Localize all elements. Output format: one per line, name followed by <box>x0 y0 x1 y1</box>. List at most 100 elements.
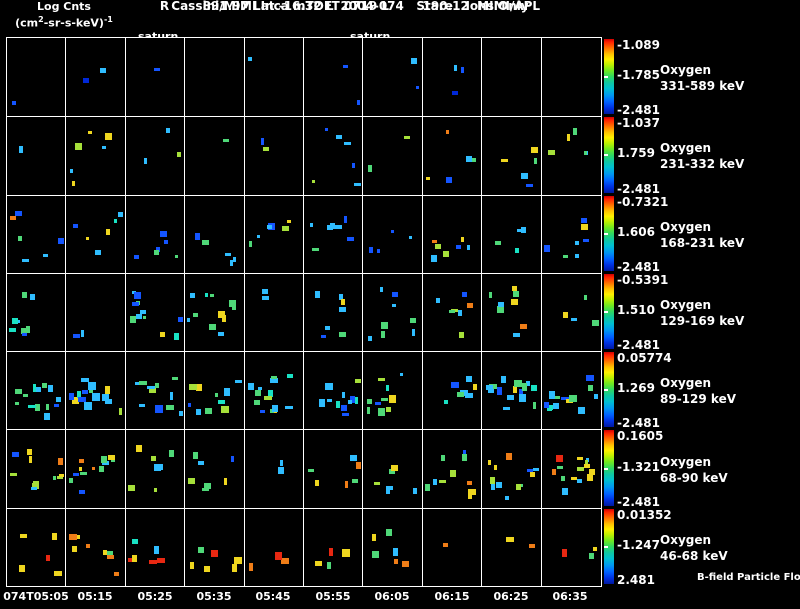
data-point <box>132 301 139 306</box>
data-point <box>78 397 86 403</box>
data-point <box>149 388 156 394</box>
data-point <box>267 224 272 229</box>
data-point <box>114 571 119 576</box>
data-point <box>491 483 495 491</box>
legend-title: Log Cnts <box>37 0 91 13</box>
data-point <box>581 217 587 223</box>
data-point <box>372 550 379 558</box>
data-point <box>467 481 472 486</box>
data-point <box>18 235 22 241</box>
species-energy: 331-589 keV <box>660 79 745 93</box>
data-point <box>562 548 567 557</box>
data-point <box>105 386 110 395</box>
data-point <box>195 232 200 240</box>
data-point <box>106 228 110 235</box>
data-point <box>335 224 342 229</box>
colorbar-label-mid: -1.321 <box>617 460 660 474</box>
data-point <box>378 408 385 417</box>
species-energy: 68-90 keV <box>660 471 728 485</box>
data-point <box>189 384 197 391</box>
data-point <box>77 391 81 399</box>
data-point <box>350 396 355 404</box>
colorbar-label-top: -0.5391 <box>617 273 669 287</box>
data-point <box>321 334 326 338</box>
data-point <box>467 302 473 308</box>
data-point <box>489 384 497 390</box>
data-point <box>310 222 313 227</box>
grid-line <box>422 38 423 586</box>
data-point <box>198 461 204 466</box>
data-point <box>506 453 512 461</box>
data-point <box>325 325 330 330</box>
data-point <box>258 387 262 391</box>
data-point <box>278 467 284 475</box>
data-point <box>222 314 226 322</box>
data-point <box>506 536 514 542</box>
data-point <box>534 158 537 165</box>
data-point <box>516 484 521 491</box>
data-point <box>458 309 462 316</box>
data-point <box>155 405 163 414</box>
data-point <box>380 286 383 292</box>
data-point <box>513 386 517 394</box>
data-point <box>461 236 464 242</box>
data-point <box>394 558 398 564</box>
data-point <box>462 454 467 462</box>
data-point <box>52 532 57 540</box>
data-point <box>336 401 340 409</box>
data-point <box>54 404 59 408</box>
data-point <box>209 323 216 330</box>
data-point <box>386 407 391 413</box>
data-point <box>512 285 517 291</box>
data-point <box>143 315 146 319</box>
data-point <box>232 304 236 310</box>
data-point <box>584 151 587 156</box>
data-point <box>248 383 254 391</box>
data-point <box>521 226 526 233</box>
data-point <box>454 65 457 71</box>
data-point <box>501 376 506 384</box>
data-point <box>451 382 459 389</box>
data-point <box>467 244 470 250</box>
colorbar-mid-tick <box>604 389 608 391</box>
colorbar-label-mid: 1.606 <box>617 225 655 239</box>
data-point <box>88 131 92 135</box>
data-point <box>312 180 315 184</box>
data-point <box>377 248 380 253</box>
data-point <box>196 409 201 416</box>
data-point <box>308 469 314 473</box>
data-point <box>531 147 538 154</box>
data-point <box>557 466 563 470</box>
data-point <box>202 239 209 245</box>
data-point <box>254 400 260 406</box>
time-tick-label: 05:25 <box>137 590 173 603</box>
data-point <box>105 133 112 141</box>
data-point <box>501 159 508 163</box>
grid-line <box>303 38 304 586</box>
species-name: Oxygen <box>660 63 712 77</box>
colorbar <box>604 508 614 584</box>
data-point <box>103 549 107 555</box>
data-point <box>84 402 92 411</box>
data-point <box>341 298 345 305</box>
data-point <box>386 385 389 392</box>
data-point <box>312 247 319 251</box>
data-point <box>73 223 78 228</box>
data-point <box>69 478 73 484</box>
grid-line <box>184 38 185 586</box>
data-point <box>271 376 277 380</box>
data-point <box>446 130 449 135</box>
data-point <box>136 313 142 319</box>
data-point <box>111 459 115 463</box>
data-point <box>12 101 16 105</box>
data-point <box>57 476 63 480</box>
data-point <box>571 477 577 481</box>
data-point <box>15 389 22 395</box>
data-point <box>404 136 410 140</box>
data-point <box>315 560 322 566</box>
data-point <box>56 397 61 403</box>
data-point <box>463 450 466 458</box>
data-point <box>514 380 522 388</box>
data-point <box>530 472 535 478</box>
